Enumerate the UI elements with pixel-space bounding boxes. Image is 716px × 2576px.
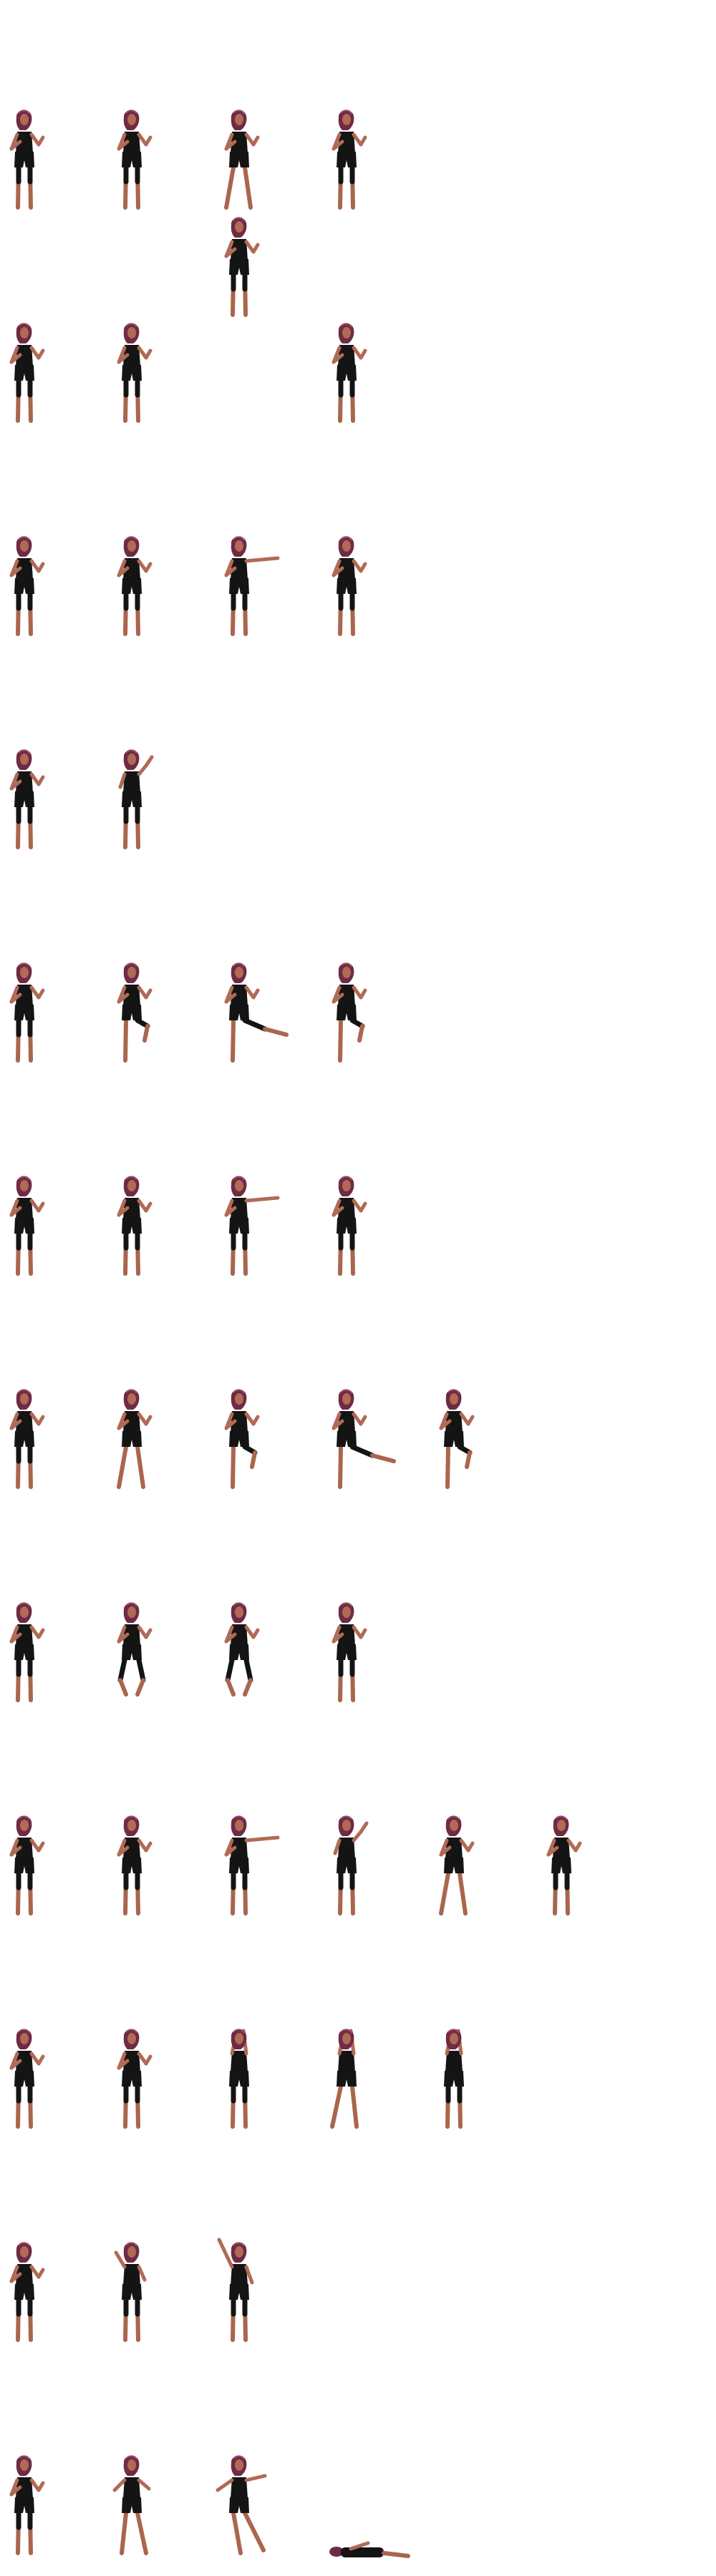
sprite-frame-hurt-1 bbox=[0, 321, 50, 428]
sprite-frame-combo-4 bbox=[322, 1174, 372, 1281]
character-sprite-icon bbox=[224, 1815, 280, 1916]
sprite-frame-crouch-1 bbox=[0, 1600, 50, 1707]
character-sprite-icon bbox=[9, 1602, 45, 1702]
character-sprite-icon bbox=[118, 749, 154, 849]
sprite-frame-victory-2 bbox=[107, 2240, 158, 2347]
character-sprite-icon bbox=[117, 109, 153, 210]
sprite-frame-strike_chain-5 bbox=[430, 1813, 480, 1921]
character-sprite-icon bbox=[117, 2029, 153, 2129]
sprite-frame-crouch-2 bbox=[107, 1600, 158, 1707]
sprite-frame-hurt-4 bbox=[322, 321, 372, 428]
character-sprite-icon bbox=[332, 536, 367, 636]
sprite-frame-high_kick-2 bbox=[107, 1387, 158, 1494]
character-sprite-icon bbox=[224, 1602, 260, 1697]
character-sprite-icon bbox=[9, 536, 45, 636]
sprite-frame-idle-1 bbox=[0, 107, 50, 215]
sprite-frame-block-1 bbox=[0, 747, 50, 854]
sprite-frame-high_kick-4 bbox=[322, 1387, 396, 1494]
sprite-frame-strike_chain-6 bbox=[537, 1813, 587, 1921]
sprite-frame-high_kick-3 bbox=[215, 1387, 265, 1494]
character-sprite-icon bbox=[9, 749, 45, 849]
sprite-frame-overhead-2 bbox=[107, 2026, 158, 2134]
character-sprite-icon bbox=[117, 962, 153, 1063]
character-sprite-icon bbox=[9, 1176, 45, 1276]
character-sprite-icon bbox=[224, 1389, 260, 1489]
sprite-frame-overhead-1 bbox=[0, 2026, 50, 2134]
character-sprite-icon bbox=[117, 1176, 153, 1276]
character-sprite-icon bbox=[9, 323, 45, 423]
character-sprite-icon bbox=[224, 962, 289, 1063]
character-sprite-icon bbox=[224, 217, 260, 317]
sprite-frame-punch-1 bbox=[0, 534, 50, 641]
character-sprite-icon bbox=[330, 2029, 359, 2129]
sprite-frame-hurt-2 bbox=[107, 321, 158, 428]
sprite-frame-crouch-4 bbox=[322, 1600, 372, 1707]
character-sprite-icon bbox=[216, 2455, 267, 2555]
sprite-frame-crouch-3 bbox=[215, 1600, 265, 1707]
character-sprite-icon bbox=[9, 2029, 45, 2129]
character-sprite-icon bbox=[9, 1815, 45, 1916]
character-sprite-icon bbox=[224, 536, 280, 636]
sprite-frame-kick-2 bbox=[107, 960, 158, 1068]
sprite-frame-high_kick-5 bbox=[430, 1387, 480, 1494]
character-sprite-icon bbox=[9, 1389, 45, 1489]
character-sprite-icon bbox=[117, 536, 153, 636]
character-sprite-icon bbox=[117, 1389, 153, 1489]
sprite-frame-combo-2 bbox=[107, 1174, 158, 1281]
sprite-frame-defeat-2 bbox=[107, 2453, 158, 2560]
sprite-frame-strike_chain-4 bbox=[322, 1813, 372, 1921]
sprite-frame-block-2 bbox=[107, 747, 158, 854]
character-sprite-icon bbox=[112, 2455, 151, 2555]
sprite-frame-idle-5 bbox=[215, 215, 265, 322]
character-sprite-icon bbox=[224, 109, 260, 210]
sprite-frame-kick-3 bbox=[215, 960, 289, 1068]
character-sprite-icon bbox=[546, 1815, 582, 1916]
character-sprite-icon bbox=[444, 2029, 464, 2129]
character-sprite-icon bbox=[117, 323, 153, 423]
character-sprite-icon bbox=[332, 1602, 367, 1702]
character-sprite-icon bbox=[117, 1602, 153, 1697]
sprite-frame-strike_chain-3 bbox=[215, 1813, 280, 1921]
sprite-frame-defeat-4 bbox=[322, 2453, 410, 2560]
sprite-frame-strike_chain-1 bbox=[0, 1813, 50, 1921]
character-sprite-icon bbox=[332, 1389, 396, 1489]
sprite-frame-victory-3 bbox=[215, 2238, 265, 2347]
sprite-frame-combo-3 bbox=[215, 1174, 280, 1281]
character-sprite-icon bbox=[332, 1176, 367, 1276]
character-sprite-icon bbox=[224, 1176, 280, 1276]
character-sprite-icon bbox=[9, 2455, 45, 2555]
sprite-frame-kick-4 bbox=[322, 960, 372, 1068]
sprite-frame-defeat-3 bbox=[215, 2453, 267, 2560]
sprite-frame-overhead-4 bbox=[322, 2026, 372, 2134]
character-sprite-icon bbox=[329, 2541, 410, 2558]
sprite-frame-idle-2 bbox=[107, 107, 158, 215]
character-sprite-icon bbox=[114, 2242, 147, 2342]
character-sprite-icon bbox=[217, 2238, 254, 2342]
sprite-frame-punch-4 bbox=[322, 534, 372, 641]
character-sprite-icon bbox=[439, 1389, 475, 1489]
character-sprite-icon bbox=[333, 1815, 369, 1916]
sprite-frame-victory-1 bbox=[0, 2240, 50, 2347]
character-sprite-icon bbox=[117, 1815, 153, 1916]
sprite-frame-strike_chain-2 bbox=[107, 1813, 158, 1921]
sprite-frame-overhead-5 bbox=[430, 2026, 480, 2134]
sprite-frame-idle-3 bbox=[215, 107, 265, 215]
character-sprite-icon bbox=[9, 2242, 45, 2342]
sprite-frame-defeat-1 bbox=[0, 2453, 50, 2560]
character-sprite-icon bbox=[9, 109, 45, 210]
sprite-frame-high_kick-1 bbox=[0, 1387, 50, 1494]
sprite-frame-punch-2 bbox=[107, 534, 158, 641]
sprite-frame-kick-1 bbox=[0, 960, 50, 1068]
sprite-frame-punch-3 bbox=[215, 534, 280, 641]
character-sprite-icon bbox=[332, 109, 367, 210]
character-sprite-icon bbox=[439, 1815, 475, 1916]
sprite-frame-overhead-3 bbox=[215, 2026, 265, 2134]
character-sprite-icon bbox=[332, 962, 367, 1063]
sprite-frame-combo-1 bbox=[0, 1174, 50, 1281]
character-sprite-icon bbox=[332, 323, 367, 423]
sprite-frame-idle-4 bbox=[322, 107, 372, 215]
character-sprite-icon bbox=[9, 962, 45, 1063]
character-sprite-icon bbox=[229, 2029, 249, 2129]
